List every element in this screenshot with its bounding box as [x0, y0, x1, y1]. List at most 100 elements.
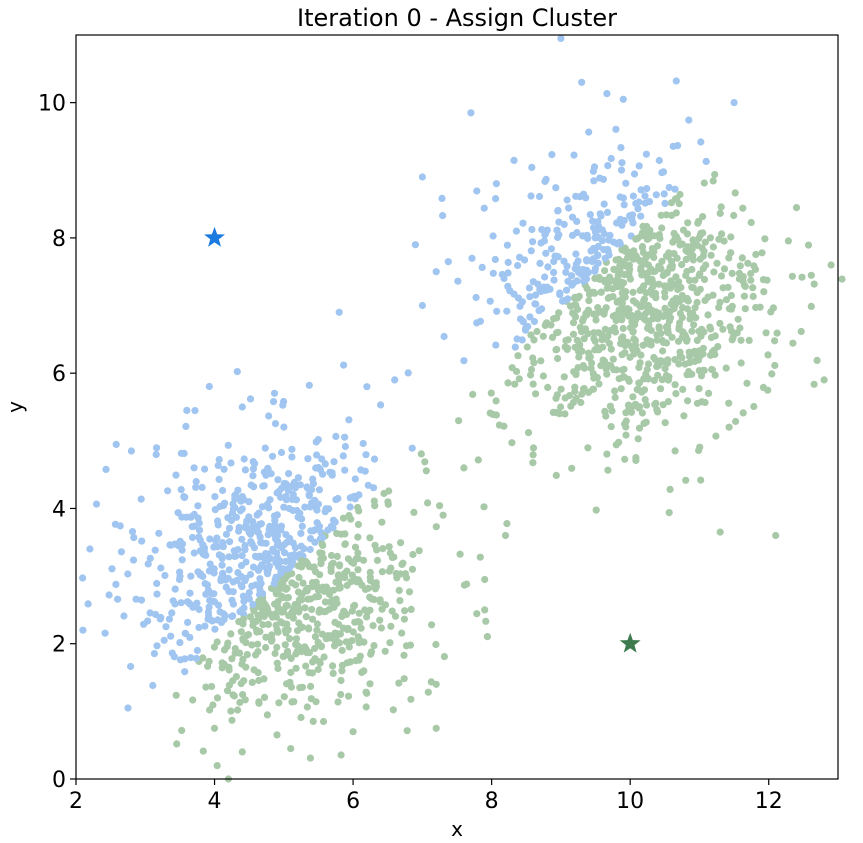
data-point: [274, 664, 282, 673]
data-point: [652, 191, 660, 199]
data-point: [733, 329, 741, 337]
data-point: [705, 389, 713, 397]
data-point: [553, 345, 561, 353]
data-point: [376, 616, 384, 624]
data-point: [665, 508, 673, 517]
data-point: [337, 751, 345, 759]
data-point: [732, 417, 740, 426]
data-point: [481, 606, 489, 614]
data-point: [675, 360, 683, 368]
data-point: [473, 187, 481, 195]
data-point: [534, 280, 542, 288]
data-point: [717, 272, 726, 280]
data-point: [610, 265, 618, 273]
x-tick-label: 4: [208, 789, 222, 814]
data-point: [129, 556, 138, 564]
data-point: [622, 306, 630, 314]
data-point: [643, 222, 651, 231]
data-point: [653, 336, 661, 344]
data-point: [415, 547, 423, 555]
data-point: [560, 373, 568, 381]
data-point: [632, 235, 640, 243]
data-point: [404, 369, 412, 377]
data-point: [554, 354, 562, 363]
data-point: [214, 521, 222, 529]
data-point: [529, 451, 537, 459]
data-point: [547, 245, 556, 253]
data-point: [120, 612, 128, 620]
data-point: [194, 568, 202, 576]
data-point: [664, 398, 673, 406]
data-point: [635, 379, 644, 387]
data-point: [807, 302, 815, 310]
data-point: [637, 351, 645, 359]
data-point: [771, 361, 779, 370]
data-point: [556, 291, 564, 299]
data-point: [617, 385, 625, 393]
data-point: [219, 543, 227, 551]
data-point: [688, 245, 696, 253]
data-point: [611, 387, 619, 395]
data-point: [716, 209, 724, 217]
data-point: [480, 204, 488, 212]
data-point: [480, 503, 488, 511]
data-point: [172, 471, 180, 479]
data-point: [576, 347, 584, 355]
data-point: [727, 291, 736, 300]
data-point: [788, 272, 797, 280]
data-point: [641, 230, 649, 238]
data-point: [758, 249, 766, 257]
data-point: [521, 326, 530, 334]
data-point: [652, 399, 660, 407]
data-point: [257, 563, 265, 571]
data-point: [286, 534, 294, 543]
data-point: [332, 578, 340, 586]
data-point: [504, 269, 512, 277]
data-point: [660, 190, 668, 198]
data-point: [117, 548, 125, 556]
data-point: [354, 520, 362, 529]
data-point: [700, 366, 708, 374]
data-point: [243, 651, 251, 659]
data-point: [302, 586, 310, 594]
data-point: [644, 374, 652, 383]
data-point: [408, 565, 417, 573]
data-point: [460, 464, 468, 472]
data-point: [187, 572, 195, 580]
data-point: [686, 310, 694, 318]
data-point: [752, 250, 760, 259]
data-point: [240, 496, 248, 504]
data-point: [643, 185, 651, 193]
data-point: [536, 259, 544, 267]
data-point: [439, 212, 447, 220]
data-point: [402, 574, 411, 582]
data-point: [737, 359, 745, 367]
data-point: [319, 534, 327, 542]
data-point: [385, 567, 393, 575]
data-point: [663, 308, 671, 316]
data-point: [552, 184, 560, 192]
data-point: [275, 487, 283, 495]
data-point: [386, 639, 394, 647]
data-point: [532, 390, 540, 398]
data-point: [230, 692, 238, 700]
data-point: [632, 454, 640, 462]
data-point: [747, 276, 755, 284]
data-point: [577, 398, 585, 407]
data-point: [300, 545, 308, 553]
data-point: [223, 687, 232, 695]
data-point: [336, 630, 344, 638]
data-point: [716, 528, 724, 536]
data-point: [473, 610, 481, 618]
data-point: [236, 698, 244, 707]
data-point: [744, 259, 752, 267]
data-point: [206, 706, 214, 714]
centroid-star-2: [619, 632, 641, 653]
data-point: [635, 363, 643, 371]
data-point: [592, 506, 600, 514]
data-point: [531, 291, 540, 299]
data-point: [640, 295, 649, 303]
data-point: [638, 242, 647, 251]
data-point: [548, 333, 557, 341]
data-point: [354, 555, 362, 563]
